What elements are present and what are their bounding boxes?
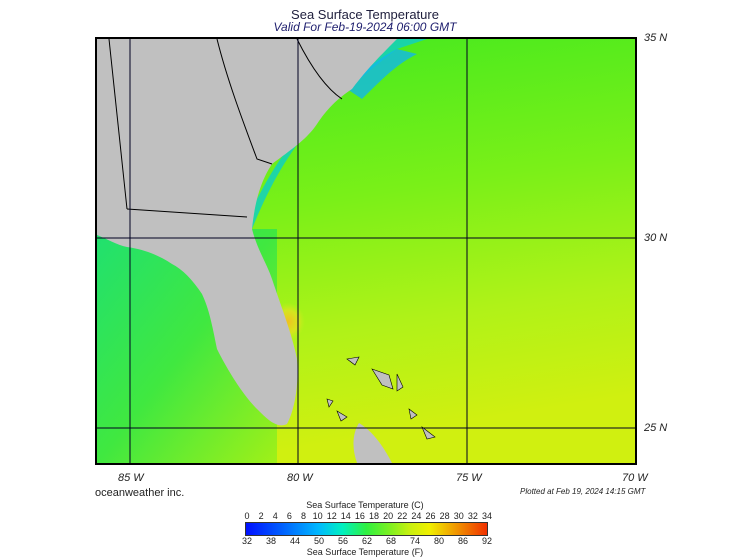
sst-map-canvas: [97, 39, 635, 463]
legend-title-celsius: Sea Surface Temperature (C): [306, 500, 424, 510]
legend-color-bar: [245, 522, 488, 536]
legend-tick-c: 20: [383, 511, 394, 521]
southeast-us-land: [97, 39, 397, 426]
legend-tick-c: 24: [411, 511, 422, 521]
legend-tick-c: 4: [272, 511, 278, 521]
lon-label-85w: 85 W: [118, 472, 144, 484]
legend-tick-c: 16: [354, 511, 365, 521]
lat-label-25n: 25 N: [644, 422, 668, 434]
legend-tick-c: 14: [340, 511, 351, 521]
legend-tick-f: 74: [409, 536, 421, 546]
legend-tick-c: 2: [258, 511, 264, 521]
legend-tick-f: 80: [433, 536, 445, 546]
credit-text: oceanweather inc.: [95, 487, 185, 499]
lon-label-75w: 75 W: [456, 472, 482, 484]
legend-tick-c: 0: [244, 511, 250, 521]
legend-tick-c: 30: [453, 511, 464, 521]
legend-tick-f: 92: [481, 536, 493, 546]
cuba-land: [353, 423, 392, 463]
legend-tick-f: 62: [361, 536, 373, 546]
legend-tick-c: 32: [467, 511, 478, 521]
legend-tick-c: 10: [312, 511, 323, 521]
legend-tick-c: 22: [397, 511, 408, 521]
legend-tick-c: 8: [300, 511, 306, 521]
legend-tick-c: 12: [326, 511, 337, 521]
lat-label-35n: 35 N: [644, 32, 668, 44]
graticule: [97, 39, 635, 463]
legend-tick-c: 28: [439, 511, 450, 521]
legend-tick-f: 32: [241, 536, 253, 546]
state-border: [296, 39, 343, 100]
legend-tick-f: 38: [265, 536, 277, 546]
legend-tick-c: 18: [369, 511, 380, 521]
lat-label-30n: 30 N: [644, 232, 668, 244]
lon-label-70w: 70 W: [622, 472, 648, 484]
legend-tick-f: 68: [385, 536, 397, 546]
state-border: [126, 208, 248, 218]
legend-tick-f: 50: [313, 536, 325, 546]
lon-label-80w: 80 W: [287, 472, 313, 484]
legend-tick-f: 44: [289, 536, 301, 546]
sst-map[interactable]: [95, 37, 637, 465]
bahamas-islands: [326, 356, 436, 440]
legend-tick-c: 26: [425, 511, 436, 521]
state-border: [108, 39, 128, 210]
legend-tick-c: 6: [286, 511, 292, 521]
legend-tick-f: 86: [457, 536, 469, 546]
state-border: [216, 39, 273, 165]
valid-time-subtitle: Valid For Feb-19-2024 06:00 GMT: [273, 20, 457, 34]
legend-tick-c: 34: [481, 511, 493, 521]
plotted-timestamp: Plotted at Feb 19, 2024 14:15 GMT: [520, 487, 646, 496]
page-title: Sea Surface Temperature: [291, 7, 439, 22]
legend-title-fahrenheit: Sea Surface Temperature (F): [306, 547, 424, 557]
legend-tick-f: 56: [337, 536, 349, 546]
